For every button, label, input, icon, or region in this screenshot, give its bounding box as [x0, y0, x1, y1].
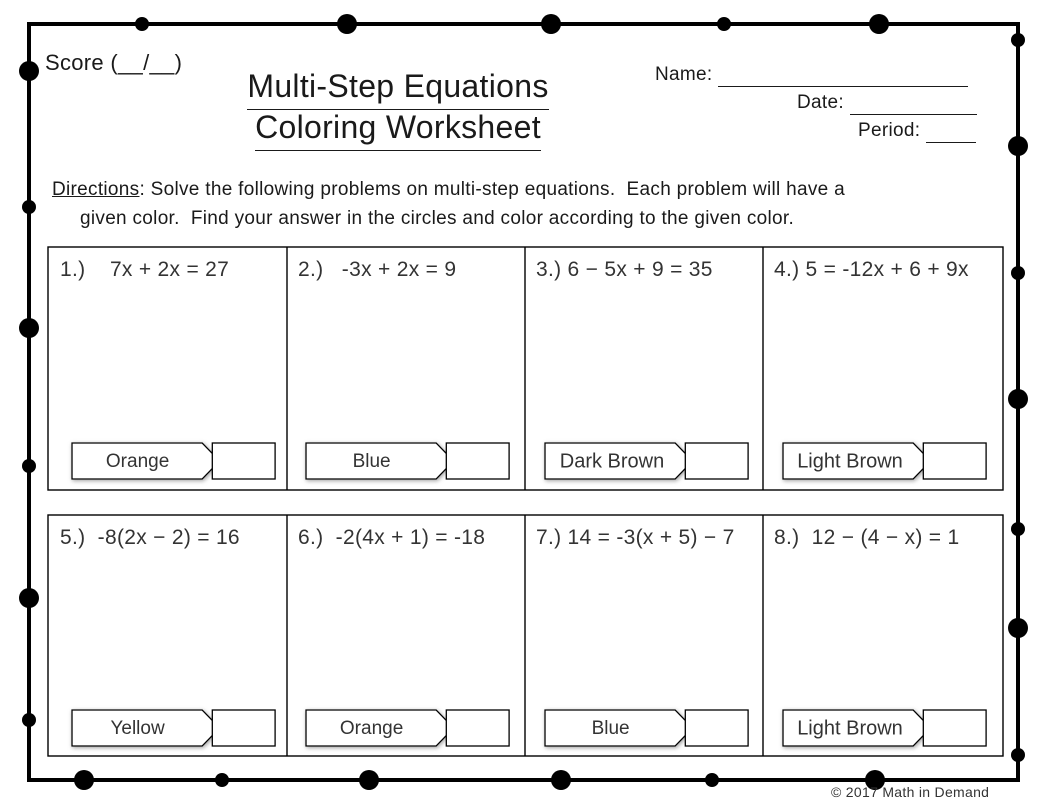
svg-text:Dark Brown: Dark Brown: [560, 451, 664, 473]
svg-text:Light Brown: Light Brown: [797, 451, 903, 473]
svg-text:Light Brown: Light Brown: [797, 718, 903, 740]
svg-text:Yellow: Yellow: [110, 718, 165, 739]
svg-text:Orange: Orange: [106, 451, 169, 472]
svg-text:Orange: Orange: [340, 718, 403, 739]
svg-text:Blue: Blue: [592, 718, 630, 739]
svg-text:Blue: Blue: [353, 451, 391, 472]
